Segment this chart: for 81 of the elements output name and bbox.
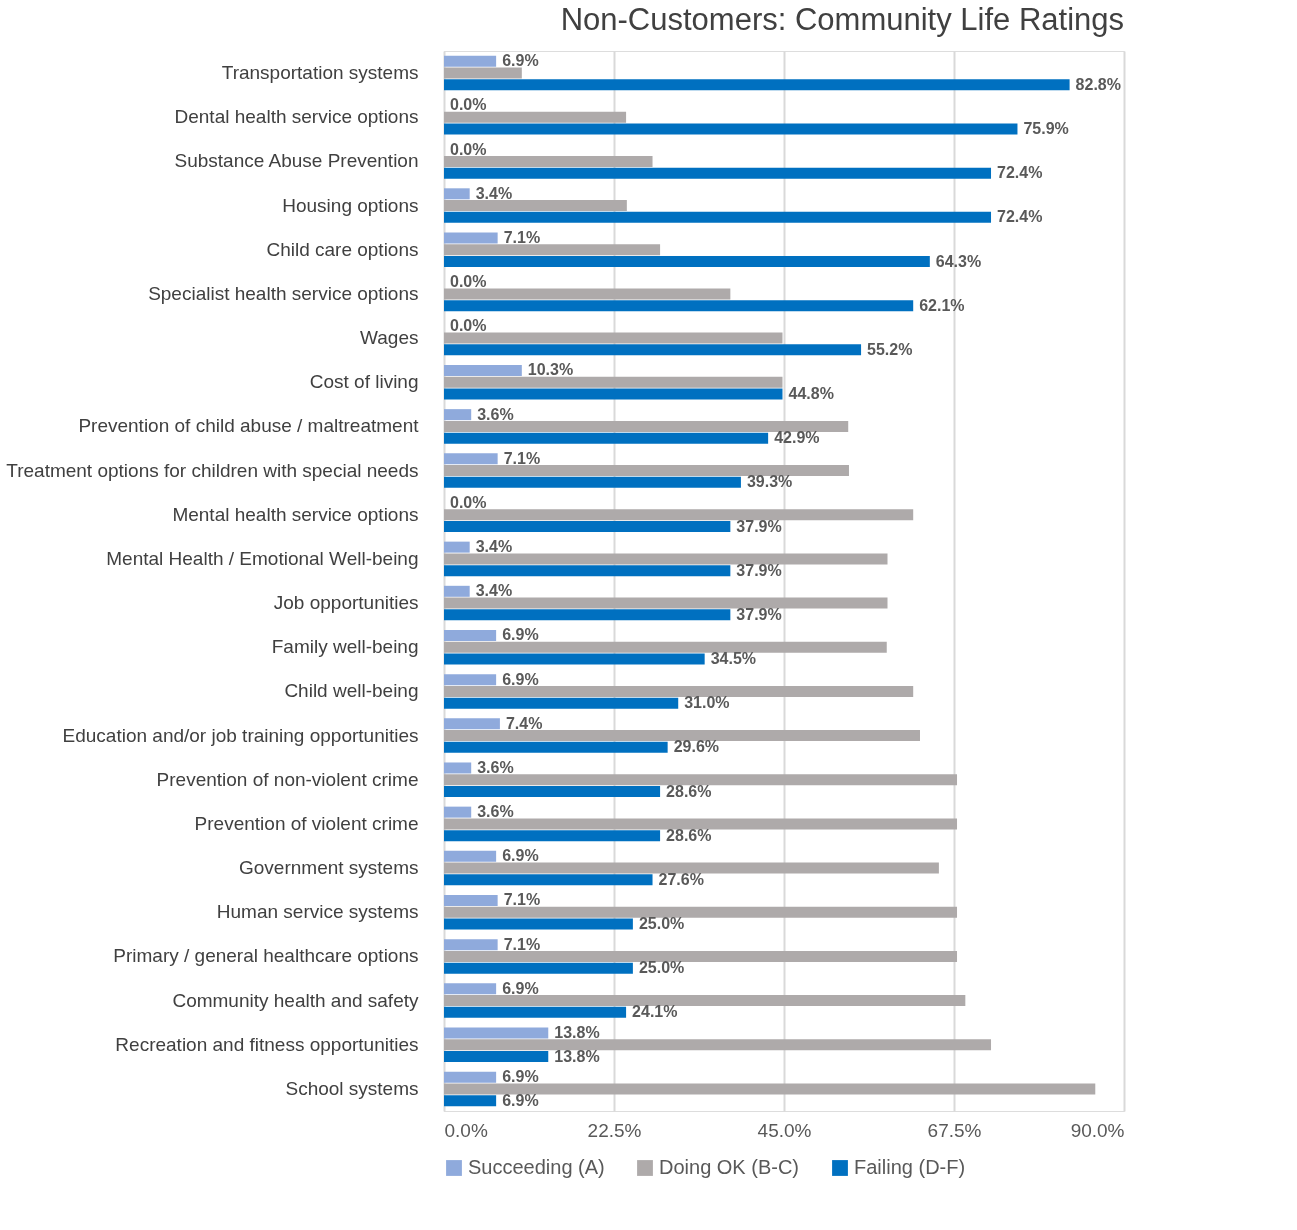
y-tick-label: Dental health service options [174, 106, 419, 128]
data-label: 64.3% [935, 252, 982, 270]
y-tick-label: Child well-being [284, 680, 419, 702]
y-tick-label: Prevention of non-violent crime [156, 768, 419, 790]
chart-title: Non-Customers: Community Life Ratings [560, 2, 1124, 37]
y-tick-label: Government systems [239, 857, 419, 879]
data-label: 72.4% [997, 164, 1043, 182]
data-label: 29.6% [673, 738, 720, 756]
data-label: 6.9% [502, 670, 539, 688]
x-tick-label: 0.0% [444, 1119, 488, 1141]
data-label: 25.0% [638, 959, 685, 977]
x-tick-label: 45.0% [757, 1119, 812, 1141]
data-label: 7.1% [503, 228, 541, 246]
data-label: 3.6% [477, 803, 514, 821]
data-label: 13.8% [554, 1023, 600, 1041]
data-label: 27.6% [658, 870, 704, 888]
data-label: 3.6% [477, 758, 514, 776]
y-tick-label: Wages [360, 327, 419, 349]
data-label: 37.9% [736, 517, 782, 535]
data-label: 42.9% [774, 429, 820, 447]
data-label: 3.4% [475, 184, 513, 202]
data-label: 39.3% [746, 473, 793, 491]
y-tick-label: Substance Abuse Prevention [174, 150, 419, 172]
data-label: 0.0% [450, 273, 487, 291]
y-tick-label: Job opportunities [273, 592, 419, 614]
y-tick-label: Specialist health service options [148, 282, 419, 304]
data-label: 62.1% [919, 296, 965, 314]
legend-label: Succeeding (A) [468, 1156, 605, 1178]
data-label: 34.5% [710, 650, 757, 668]
legend-label: Failing (D-F) [854, 1156, 966, 1178]
data-label: 0.0% [450, 317, 487, 335]
y-tick-label: Mental health service options [172, 503, 419, 525]
y-tick-label: Transportation systems [221, 62, 419, 84]
data-label: 25.0% [638, 915, 685, 933]
data-label: 37.9% [736, 605, 782, 623]
data-label: 28.6% [666, 782, 712, 800]
y-tick-label: Family well-being [271, 636, 419, 658]
y-tick-label: Prevention of child abuse / maltreatment [78, 415, 420, 437]
data-label: 3.6% [477, 405, 514, 423]
data-label: 13.8% [554, 1047, 600, 1065]
y-tick-label: Human service systems [216, 901, 419, 923]
legend-label: Doing OK (B-C) [659, 1156, 800, 1178]
data-label: 7.1% [503, 891, 541, 909]
data-label: 7.1% [503, 449, 541, 467]
data-label: 0.0% [450, 96, 487, 114]
data-label: 10.3% [527, 361, 574, 379]
data-label: 28.6% [666, 826, 712, 844]
y-tick-label: Mental Health / Emotional Well-being [106, 547, 419, 569]
y-tick-label: Treatment options for children with special needs [6, 459, 419, 481]
data-label: 6.9% [502, 979, 539, 997]
data-label: 0.0% [450, 493, 487, 511]
data-label: 3.4% [475, 538, 513, 556]
y-tick-label: Recreation and fitness opportunities [115, 1033, 419, 1055]
data-label: 7.4% [505, 714, 543, 732]
y-tick-label: Child care options [266, 238, 419, 260]
data-label: 82.8% [1075, 75, 1121, 93]
y-tick-label: Housing options [282, 194, 419, 216]
y-tick-label: School systems [285, 1077, 419, 1099]
data-label: 31.0% [684, 694, 730, 712]
data-label: 72.4% [997, 208, 1043, 226]
x-tick-label: 22.5% [587, 1119, 642, 1141]
data-label: 6.9% [502, 52, 539, 70]
data-label: 6.9% [502, 626, 539, 644]
data-label: 37.9% [736, 561, 782, 579]
data-label: 75.9% [1023, 120, 1069, 138]
y-tick-label: Education and/or job training opportunities [62, 724, 419, 746]
data-label: 24.1% [632, 1003, 678, 1021]
x-tick-label: 90.0% [1070, 1119, 1125, 1141]
y-tick-label: Primary / general healthcare options [113, 945, 419, 967]
data-label: 6.9% [502, 1091, 539, 1109]
data-label: 7.1% [503, 935, 541, 953]
y-tick-label: Community health and safety [172, 989, 419, 1011]
data-label: 6.9% [502, 847, 539, 865]
data-label: 3.4% [475, 582, 513, 600]
data-label: 6.9% [502, 1068, 539, 1086]
y-tick-label: Cost of living [309, 371, 419, 393]
data-label: 44.8% [788, 385, 834, 403]
y-tick-label: Prevention of violent crime [194, 812, 419, 834]
data-label: 55.2% [867, 340, 913, 358]
x-tick-label: 67.5% [927, 1119, 982, 1141]
data-label: 0.0% [450, 140, 487, 158]
